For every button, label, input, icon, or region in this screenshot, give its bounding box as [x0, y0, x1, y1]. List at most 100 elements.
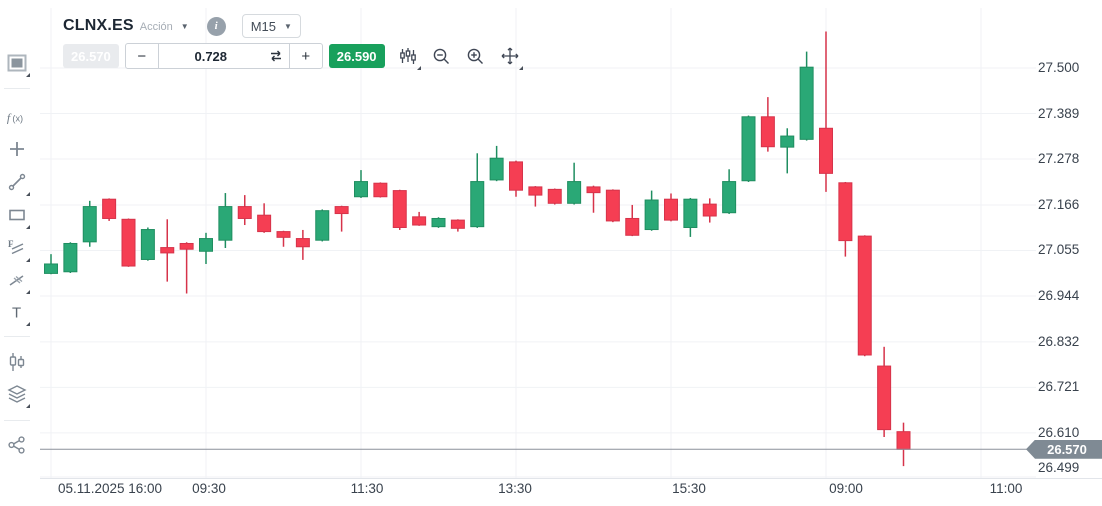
time-axis-label: 05.11.2025 16:00 [57, 481, 163, 496]
volume-value[interactable]: 0.728 [194, 48, 228, 64]
swap-units-icon[interactable] [263, 49, 289, 63]
pattern-tool-icon[interactable] [6, 269, 30, 294]
volume-decrease-button[interactable]: − [137, 47, 147, 65]
function-indicator-icon[interactable]: f (x) [6, 106, 28, 128]
svg-text:F: F [8, 239, 14, 249]
compare-candles-icon[interactable] [6, 351, 28, 373]
chevron-down-icon: ▼ [284, 21, 292, 31]
zoom-out-icon[interactable] [431, 45, 453, 67]
candle-body [896, 431, 911, 450]
candle-body [857, 235, 872, 356]
candle-body [140, 229, 155, 260]
time-axis-label: 09:30 [192, 481, 226, 496]
svg-text:T: T [12, 305, 21, 322]
candle-body [509, 161, 523, 191]
share-icon[interactable] [6, 434, 28, 456]
candle-body [295, 238, 310, 248]
price-axis-label: 26.832 [1038, 333, 1080, 349]
zoom-in-icon[interactable] [465, 45, 487, 67]
fibonacci-icon[interactable]: F [6, 237, 30, 262]
volume-stepper: − 0.728 + [124, 43, 323, 69]
candle-body [664, 198, 678, 221]
candle-body [392, 190, 407, 228]
candle-body [819, 127, 833, 174]
candle-body [644, 199, 659, 231]
candle-body [450, 219, 465, 229]
price-axis-label: 26.944 [1038, 287, 1080, 303]
layers-icon[interactable] [6, 383, 30, 408]
candle-body [160, 247, 175, 254]
candle-body [567, 181, 582, 204]
candle-body [722, 181, 737, 214]
candle-body [702, 203, 717, 217]
current-price-badge: 26.570 [1026, 439, 1102, 459]
candle-body [199, 238, 213, 252]
candle-body [605, 189, 620, 222]
time-axis-label: 11:00 [989, 481, 1023, 496]
svg-text:(x): (x) [12, 114, 23, 124]
candle-body [82, 206, 97, 243]
candle-body [44, 263, 58, 274]
time-axis-label: 15:30 [672, 481, 706, 496]
candle-body [373, 182, 388, 198]
candle-body [237, 206, 252, 219]
candle-body [179, 242, 194, 250]
candle-body [547, 188, 562, 204]
chart-window-icon[interactable] [6, 52, 30, 77]
candle-body [315, 210, 330, 241]
chart-type-settings-icon[interactable] [397, 45, 421, 70]
candle-body [257, 214, 272, 233]
divider [4, 336, 30, 337]
time-axis-border [40, 478, 1102, 479]
candle-body [489, 157, 504, 181]
svg-text:f: f [7, 111, 12, 125]
candle-body [586, 186, 601, 194]
candle-body [741, 116, 756, 182]
candle-body [121, 218, 136, 267]
rectangle-tool-icon[interactable] [6, 204, 30, 229]
candle-body [625, 217, 640, 236]
buy-price-badge[interactable]: 26.590 [328, 44, 385, 68]
candle-body [838, 182, 853, 242]
price-axis-label: 26.499 [1038, 460, 1080, 475]
sell-price-badge[interactable]: 26.570 [63, 44, 119, 68]
candle-body [63, 242, 78, 273]
time-axis-label: 11:30 [350, 481, 384, 496]
price-axis-label: 27.500 [1038, 60, 1080, 75]
candle-body [354, 181, 368, 198]
price-axis-label: 27.055 [1038, 242, 1080, 258]
add-icon[interactable] [6, 138, 28, 160]
candle-body [780, 135, 795, 148]
price-axis-label: 27.166 [1038, 196, 1080, 212]
text-tool-icon[interactable]: T [6, 301, 30, 326]
instrument-type-label: Acción [139, 21, 173, 33]
timeframe-select[interactable]: M15 ▼ [241, 14, 301, 38]
timeframe-value: M15 [250, 18, 276, 34]
candle-body [683, 198, 698, 228]
drawing-toolbar: f (x) F T [0, 0, 34, 506]
candle-body [760, 116, 775, 148]
candle-body [470, 181, 485, 228]
price-axis-label: 27.278 [1038, 151, 1080, 167]
symbol-dropdown-icon[interactable]: ▼ [180, 21, 189, 31]
candle-body [334, 206, 349, 215]
divider [4, 420, 30, 421]
candle-body [431, 217, 446, 228]
candle-body [276, 231, 291, 238]
order-toolbar: 26.570 − 0.728 + 26.590 [63, 43, 523, 70]
time-axis-label: 13:30 [498, 481, 532, 496]
time-axis-label: 09:00 [829, 481, 863, 496]
candle-body [528, 186, 543, 196]
candle-body [218, 206, 233, 241]
info-icon[interactable]: i [206, 16, 226, 36]
volume-increase-button[interactable]: + [301, 47, 311, 65]
price-axis-label: 26.610 [1038, 424, 1080, 440]
candle-body [877, 365, 892, 431]
price-axis-label: 27.389 [1038, 105, 1080, 121]
pan-move-icon[interactable] [499, 45, 523, 70]
trend-line-icon[interactable] [6, 171, 30, 196]
candle-body [799, 66, 814, 140]
candle-body [102, 198, 117, 219]
